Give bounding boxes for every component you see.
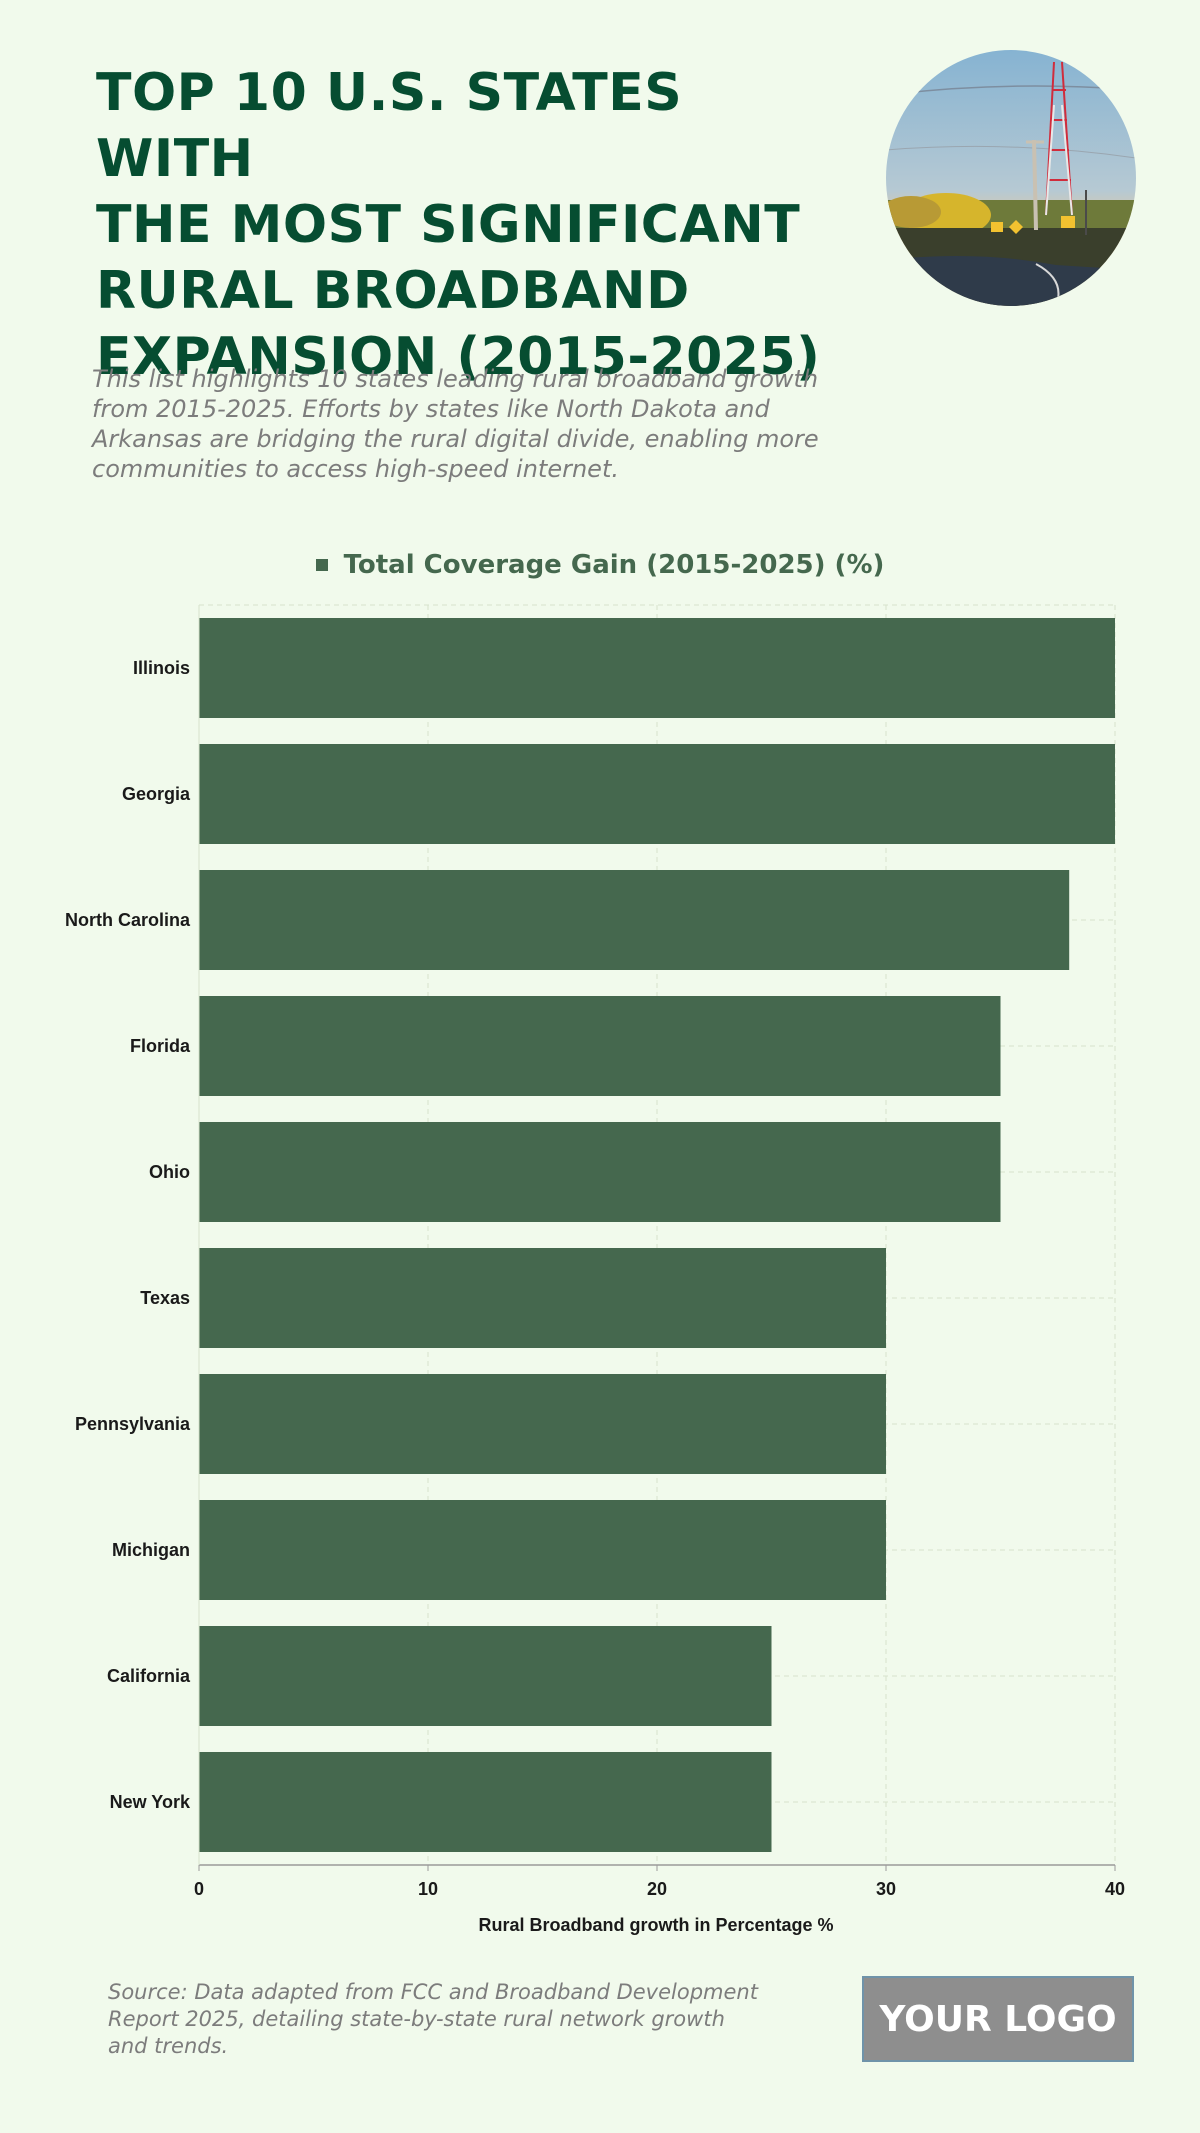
bar-texas — [199, 1248, 886, 1348]
category-label: Texas — [140, 1288, 190, 1308]
title-line-3: RURAL BROADBAND — [96, 261, 690, 321]
rural-tower-photo — [886, 50, 1136, 306]
logo-placeholder: YOUR LOGO — [862, 1976, 1134, 2062]
bar-michigan — [199, 1500, 886, 1600]
category-label: North Carolina — [65, 910, 191, 930]
x-tick-label: 30 — [876, 1879, 896, 1899]
x-tick-label: 40 — [1105, 1879, 1125, 1899]
category-label: Georgia — [122, 784, 191, 804]
bar-california — [199, 1626, 772, 1726]
chart-legend: Total Coverage Gain (2015-2025) (%) — [0, 550, 1200, 580]
title-line-4: EXPANSION (2015-2025) — [96, 327, 821, 387]
bar-north-carolina — [199, 870, 1070, 970]
bar-illinois — [199, 618, 1115, 718]
legend-label: Total Coverage Gain (2015-2025) (%) — [343, 550, 885, 580]
x-tick-label: 20 — [647, 1879, 667, 1899]
page-title: TOP 10 U.S. STATES WITH THE MOST SIGNIFI… — [96, 60, 856, 390]
subtitle: This list highlights 10 states leading r… — [92, 365, 819, 483]
category-label: Florida — [130, 1036, 191, 1056]
x-tick-label: 0 — [194, 1879, 204, 1899]
bar-chart: Illinois Georgia North Carolina Florida Ohio… — [0, 590, 1200, 1910]
bar-new-york — [199, 1752, 772, 1852]
bar-ohio — [199, 1122, 1001, 1222]
bar-pennsylvania — [199, 1374, 886, 1474]
title-line-2: THE MOST SIGNIFICANT — [96, 195, 801, 255]
legend-swatch — [315, 559, 328, 571]
category-label: New York — [110, 1792, 191, 1812]
bar-georgia — [199, 744, 1115, 844]
title-line-1: TOP 10 U.S. STATES WITH — [96, 63, 683, 189]
category-label: Ohio — [149, 1162, 190, 1182]
x-axis-label: Rural Broadband growth in Percentage % — [478, 1915, 834, 1935]
source-note: Source: Data adapted from FCC and Broadb… — [108, 1980, 758, 2058]
bar-chart-svg: Illinois Georgia North Carolina Florida Ohio… — [65, 604, 1125, 1899]
x-tick-label: 10 — [418, 1879, 438, 1899]
category-label: Pennsylvania — [75, 1414, 191, 1434]
category-label: California — [107, 1666, 191, 1686]
bar-florida — [199, 996, 1001, 1096]
category-label: Michigan — [112, 1540, 190, 1560]
category-label: Illinois — [133, 658, 190, 678]
